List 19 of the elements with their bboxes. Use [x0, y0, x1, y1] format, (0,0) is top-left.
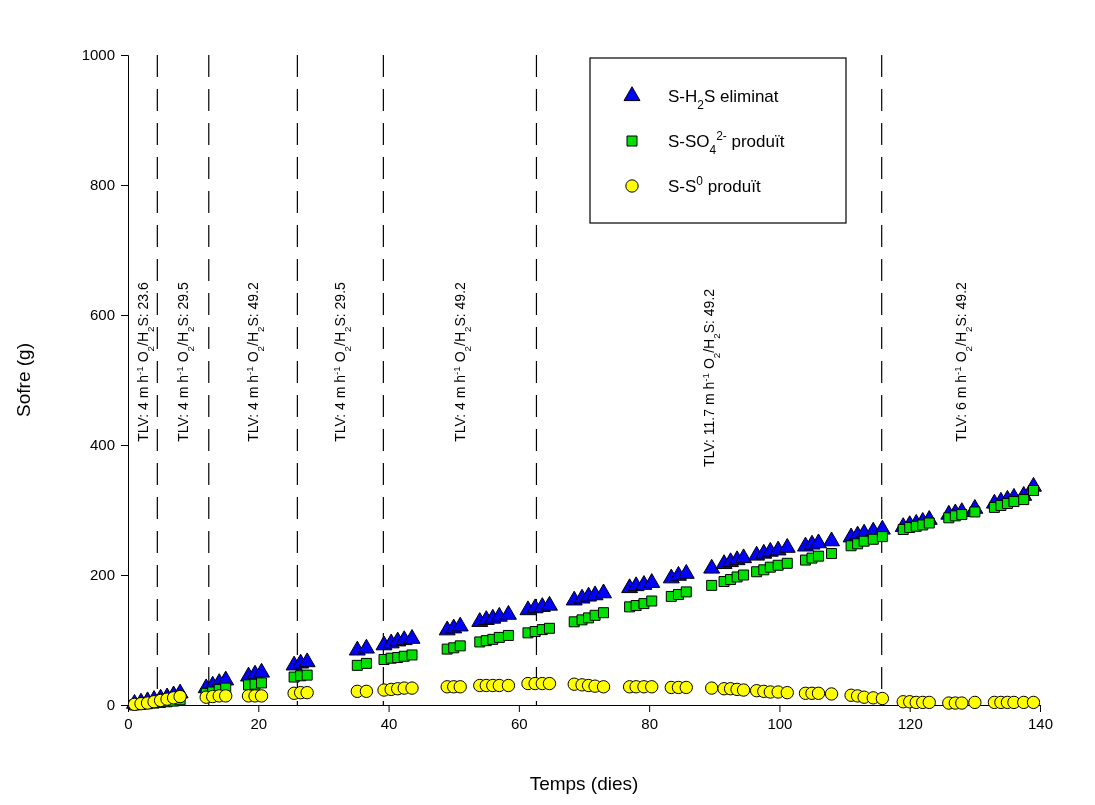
- y-tick-label: 0: [106, 696, 115, 714]
- y-tick-label: 800: [89, 176, 115, 194]
- x-tick-label: 0: [124, 714, 133, 732]
- y-tick-label: 400: [89, 436, 115, 454]
- x-axis-title: Temps (dies): [529, 773, 639, 794]
- y-axis-title: Sofre (g): [13, 343, 34, 417]
- legend-label: S-H$_{2}$S eliminat: [668, 87, 779, 112]
- y-tick-label: 600: [89, 306, 115, 324]
- x-tick-label: 100: [767, 714, 793, 732]
- legend-label: S-SO$_{4}$$^{2-}$ produït: [668, 129, 785, 157]
- y-tick-label: 1000: [81, 46, 115, 64]
- x-tick-label: 80: [641, 714, 658, 732]
- x-tick-label: 120: [897, 714, 923, 732]
- x-tick-label: 60: [511, 714, 528, 732]
- x-tick-label: 20: [250, 714, 268, 732]
- legend-label: S-S$^{0}$ produït: [668, 174, 761, 196]
- x-tick-label: 40: [380, 714, 398, 732]
- x-tick-label: 140: [1027, 714, 1054, 732]
- y-tick-label: 200: [89, 566, 115, 584]
